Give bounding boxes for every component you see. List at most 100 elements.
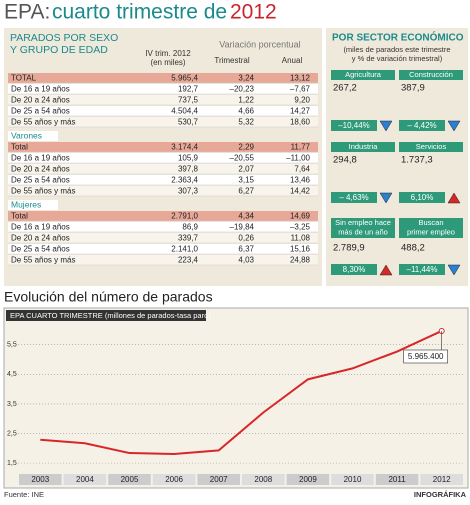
x-tick-label: 2004 [76,475,94,484]
col-head: Anual [282,56,303,65]
col-head: IV trim. 2012 [145,49,191,58]
sector-label: más de un año [338,227,388,236]
cell: 1,22 [238,96,254,105]
cell: –7,67 [290,85,311,94]
cell: 6,37 [238,245,254,254]
credit: INFOGRÁFIKA [414,490,467,499]
cell: 4,03 [238,256,254,265]
cell: TOTAL [11,74,37,83]
sector-label: Buscan [418,218,443,227]
row-bg [8,117,318,127]
sector-value: 387,9 [401,83,425,94]
row-bg [8,211,318,221]
year-box [242,474,285,485]
cell: 7,64 [294,165,310,174]
cell: 4.504,4 [171,107,198,116]
cell: De 55 años y más [11,256,75,265]
sector-change-bg [331,192,377,203]
cell: De 25 a 54 años [11,176,70,185]
cell: 307,3 [178,187,199,196]
row-bg [8,222,318,232]
title-a: EPA: [4,1,50,24]
group-label: Mujeres [11,199,41,209]
year-box [375,474,419,485]
sector-change-bg [331,120,377,131]
x-tick-label: 2011 [388,475,406,484]
y-tick-label: 5,5 [7,342,17,349]
col-head: Variación porcentual [219,39,300,49]
cell: De 20 a 24 años [11,96,70,105]
cell: 2.791,0 [171,212,198,221]
title-b: cuarto trimestre de [52,1,227,24]
cell: De 16 a 19 años [11,85,70,94]
cell: De 16 a 19 años [11,223,70,232]
sector-label-bg [331,142,395,152]
year-box [286,474,330,485]
group-label-bg [8,131,58,141]
cell: 2,29 [238,143,254,152]
cell: 2.141,0 [171,245,198,254]
cell: 6,27 [238,187,254,196]
cell: Total [11,212,28,221]
x-tick-label: 2005 [121,475,139,484]
sector-change-bg [399,120,445,131]
arrow-down [447,120,461,132]
cell: 4,34 [238,212,254,221]
cell: De 55 años y más [11,118,75,127]
arrow-down [379,192,393,204]
chart-subtitle-bg [6,310,206,321]
row-bg [8,84,318,94]
sector-change: – 4,63% [339,193,368,202]
row-bg [8,164,318,174]
row-bg [8,244,318,254]
sector-label-bg [399,70,463,80]
cell: 3.174,4 [171,143,198,152]
title-c: 2012 [230,1,277,24]
cell: 18,60 [290,118,311,127]
y-tick-label: 4,5 [7,371,17,378]
cell: 14,69 [290,212,311,221]
year-box [420,474,463,485]
cell: De 25 a 54 años [11,107,70,116]
sector-label: Servicios [416,142,447,151]
sector-label: Agricultura [345,70,382,79]
row-bg [8,255,318,265]
sector-label-bg [399,218,463,238]
group-label-bg [8,200,58,210]
x-tick-label: 2007 [210,475,228,484]
cell: 339,7 [178,234,199,243]
cell: 0,26 [238,234,254,243]
arrow-up [379,264,393,276]
cell: De 20 a 24 años [11,165,70,174]
sector-label: Construcción [409,70,453,79]
row-bg [8,233,318,243]
x-tick-label: 2012 [433,475,451,484]
cell: 14,42 [290,187,311,196]
year-box [152,474,196,485]
cell: 192,7 [178,85,199,94]
cell: 13,46 [290,176,311,185]
year-box [19,474,62,485]
cell: 4,66 [238,107,254,116]
chart-title: Evolución del número de parados [4,289,213,305]
sector-label-bg [399,142,463,152]
sector-change: –11,44% [407,265,438,274]
sector-label-bg [331,70,395,80]
line [40,330,443,455]
sector-label: Industria [349,142,379,151]
cell: –3,25 [290,223,311,232]
cell: 3,24 [238,74,254,83]
year-box [108,474,151,485]
annotation-box [403,349,449,364]
sector-value: 267,2 [333,83,357,94]
cell: 3,15 [238,176,254,185]
row-bg [8,175,318,185]
y-tick-label: 1,5 [7,460,17,467]
row-bg [8,106,318,116]
sector-label-bg [331,218,395,238]
cell: –19,84 [230,223,255,232]
x-tick-label: 2009 [299,475,317,484]
sector-change: 8,30% [343,265,366,274]
y-tick-label: 2,5 [7,430,17,437]
